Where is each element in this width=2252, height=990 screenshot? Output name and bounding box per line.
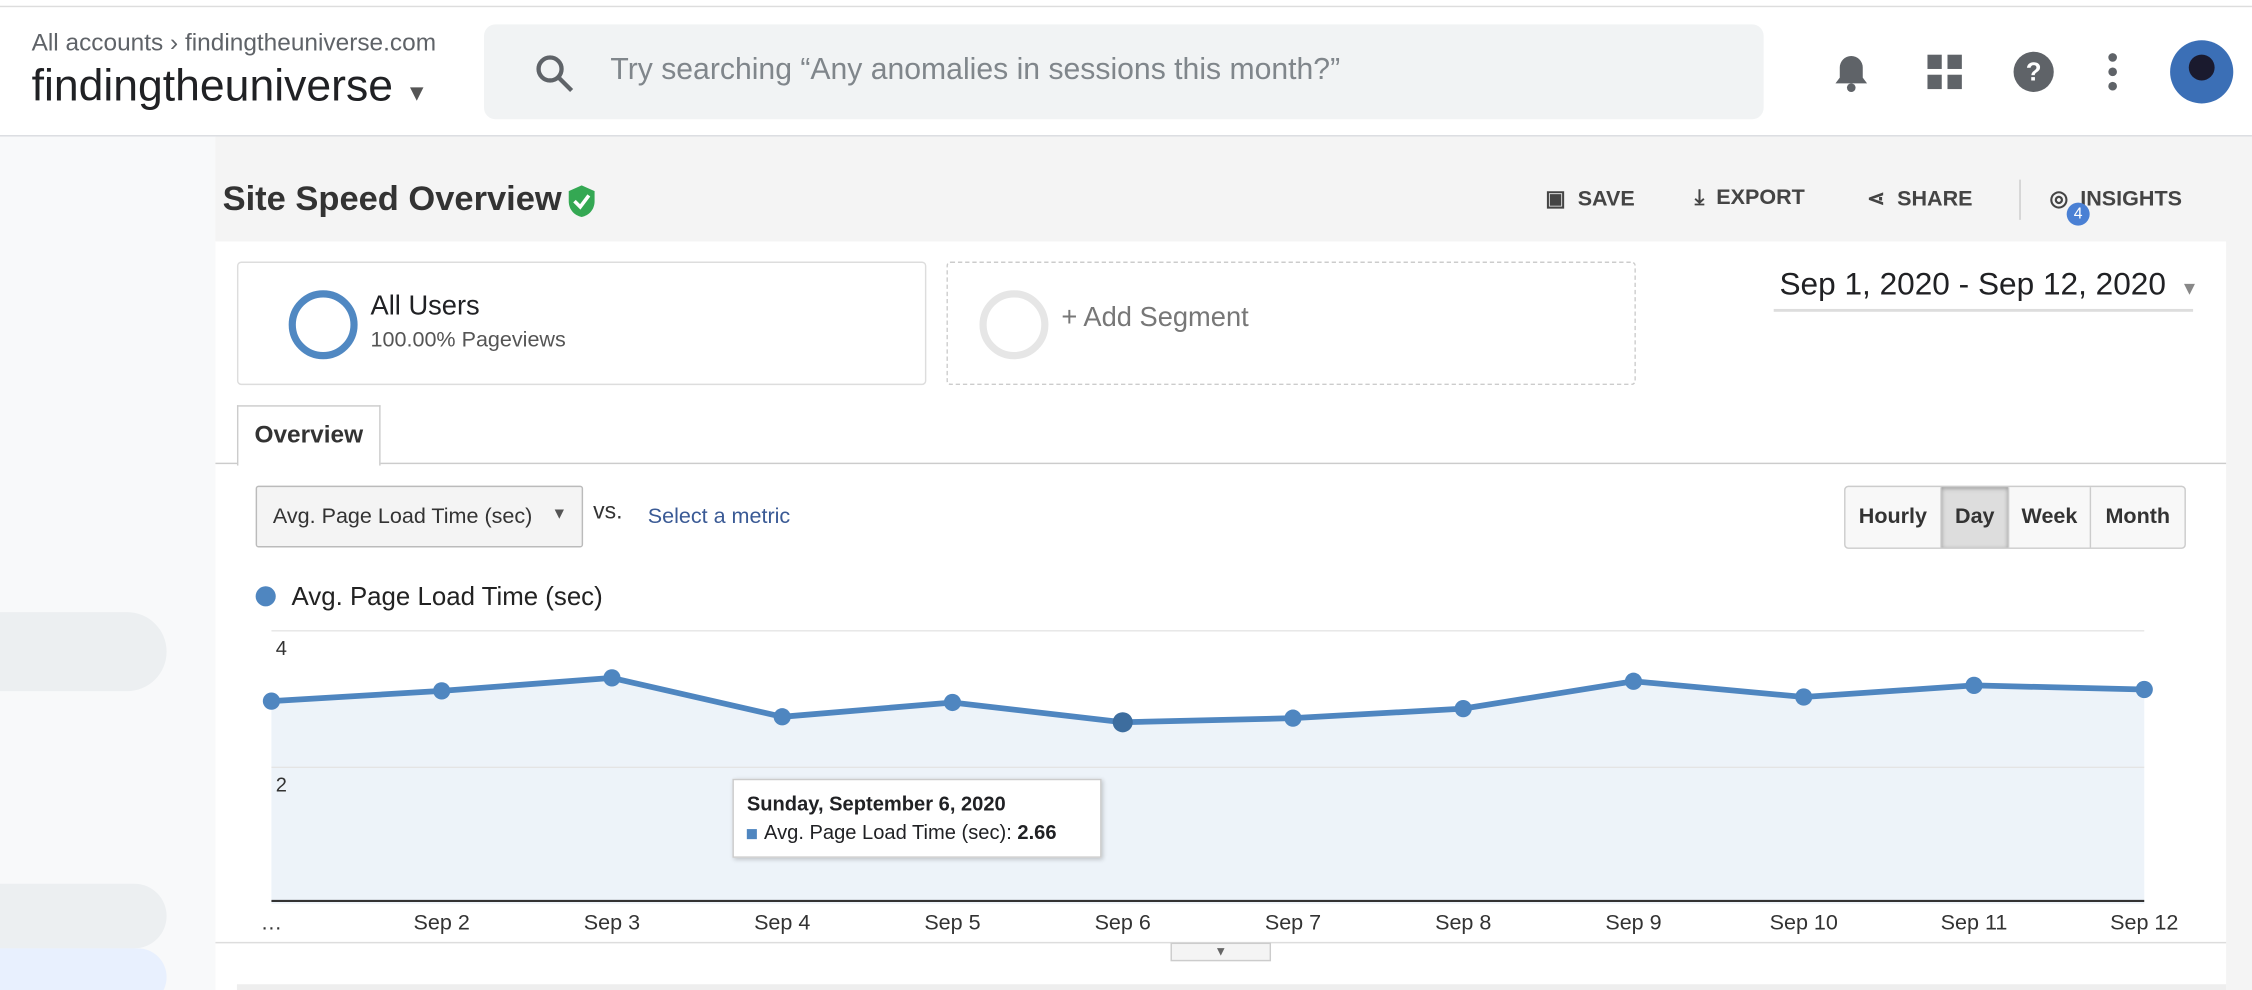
x-tick-label: Sep 6 (1095, 911, 1151, 935)
metric-select-label: Avg. Page Load Time (sec) (272, 504, 533, 529)
verified-icon (568, 185, 595, 217)
share-label: SHARE (1897, 186, 1973, 212)
data-point (1624, 672, 1643, 690)
x-tick-label: Sep 10 (1770, 911, 1838, 935)
data-point (1454, 699, 1472, 718)
tab-rule (215, 462, 2227, 465)
x-tick-label: Sep 12 (2110, 911, 2178, 935)
data-point (2135, 680, 2153, 699)
share-button[interactable]: ⋖ SHARE (1867, 186, 1973, 212)
data-point (1965, 676, 1983, 695)
data-point (943, 693, 962, 712)
tooltip-swatch (746, 829, 757, 840)
segment-ring (288, 290, 358, 360)
y-tick-label: 4 (276, 638, 287, 660)
action-divider (2019, 179, 2021, 220)
segment-card[interactable]: All Users 100.00% Pageviews (236, 261, 927, 386)
sidebar-item[interactable] (0, 612, 167, 692)
save-label: SAVE (1577, 186, 1635, 212)
chart-expander[interactable]: ▼ (1170, 942, 1272, 962)
vs-label: vs. (593, 500, 623, 525)
date-range[interactable]: Sep 1, 2020 - Sep 12, 2020 ▼ (1773, 265, 2199, 312)
insights-label: INSIGHTS (2080, 186, 2182, 212)
x-tick-label: Sep 5 (924, 911, 980, 935)
search-icon (536, 55, 574, 93)
area (271, 677, 2145, 904)
data-point (773, 708, 791, 726)
export-label: EXPORT (1716, 185, 1805, 210)
overview-tab[interactable]: Overview (236, 405, 381, 466)
series-line (271, 674, 2145, 726)
tooltip-title: Sunday, September 6, 2020 (746, 791, 1006, 815)
help-icon[interactable]: ? (2012, 50, 2055, 93)
account-link[interactable]: All accounts (31, 28, 164, 57)
y-tick-label: 2 (276, 775, 287, 797)
legend-marker (255, 586, 276, 607)
granularity-button[interactable]: Month (2105, 504, 2171, 529)
granularity-group: Hourly Day Week Month (1844, 485, 2186, 549)
x-tick-label: Sep 3 (584, 911, 640, 935)
granularity-button[interactable]: Hourly (1846, 487, 1942, 548)
x-tick-label: Sep 11 (1941, 911, 2008, 935)
svg-text:?: ? (2026, 58, 2042, 86)
data-point (603, 669, 621, 687)
x-tick-label: Sep 9 (1605, 911, 1661, 935)
data-point (262, 692, 281, 710)
tooltip-label: Avg. Page Load Time (sec): (764, 820, 1012, 844)
apps-icon[interactable] (1927, 54, 1964, 92)
search-placeholder: Try searching “Any anomalies in sessions… (610, 53, 1341, 87)
tooltip-row: Avg. Page Load Time (sec): 2.66 (746, 820, 1057, 844)
segment-name: All Users (370, 291, 480, 322)
legend-label: Avg. Page Load Time (sec) (292, 583, 603, 611)
dropdown-arrow: ▼ (405, 81, 429, 107)
notifications-icon[interactable] (1830, 49, 1873, 95)
report-title: Site Speed Overview (222, 179, 562, 219)
data-point (1112, 712, 1133, 733)
avatar[interactable] (2169, 39, 2235, 105)
dropdown-arrow: ▼ (551, 505, 568, 524)
x-tick-label: Sep 4 (754, 911, 810, 935)
more-icon[interactable] (2105, 52, 2119, 92)
top-rule (0, 5, 2252, 8)
segment-detail: 100.00% Pageviews (370, 327, 566, 353)
add-segment[interactable]: + Add Segment (946, 261, 1636, 386)
sidebar-item[interactable] (0, 948, 167, 990)
export-button[interactable]: ⤓ EXPORT (1694, 185, 1805, 210)
metric-select[interactable]: Avg. Page Load Time (sec) ▼ (255, 485, 584, 548)
granularity-button[interactable]: Week (2009, 487, 2092, 548)
data-point (1795, 688, 1813, 706)
x-tick-label: Sep 8 (1435, 911, 1491, 935)
sidebar (0, 136, 216, 990)
granularity-button[interactable]: Day (1941, 487, 2010, 548)
table-top (236, 984, 2227, 990)
x-tick-label: Sep 2 (414, 911, 470, 935)
header-rule (0, 135, 2252, 137)
data-point (1284, 709, 1302, 727)
data-point (433, 682, 451, 700)
add-segment-label: + Add Segment (1061, 303, 1249, 334)
tooltip: Sunday, September 6, 2020 Avg. Page Load… (732, 778, 1102, 858)
x-tick-label: Sep 7 (1265, 911, 1321, 935)
search-box[interactable]: Try searching “Any anomalies in sessions… (483, 24, 1764, 120)
segment-ring (979, 290, 1049, 360)
insights-badge: 4 (2066, 202, 2090, 226)
tooltip-value: 2.66 (1017, 820, 1057, 844)
property-link[interactable]: findingtheuniverse.com (184, 28, 437, 57)
insights-button[interactable]: ◎ INSIGHTS (2049, 186, 2182, 212)
breadcrumb: All accounts › findingtheuniverse.com (31, 28, 437, 57)
property-name: findingtheuniverse (31, 60, 393, 111)
dropdown-arrow: ▼ (2180, 277, 2199, 299)
sidebar-item[interactable] (0, 883, 167, 949)
save-button[interactable]: ▣ SAVE (1545, 186, 1635, 212)
property-selector[interactable]: findingtheuniverse ▼ (32, 60, 429, 112)
select-metric-link[interactable]: Select a metric (647, 504, 791, 529)
date-range-label: Sep 1, 2020 - Sep 12, 2020 (1779, 265, 2166, 302)
x-tick-label: … (261, 911, 283, 935)
